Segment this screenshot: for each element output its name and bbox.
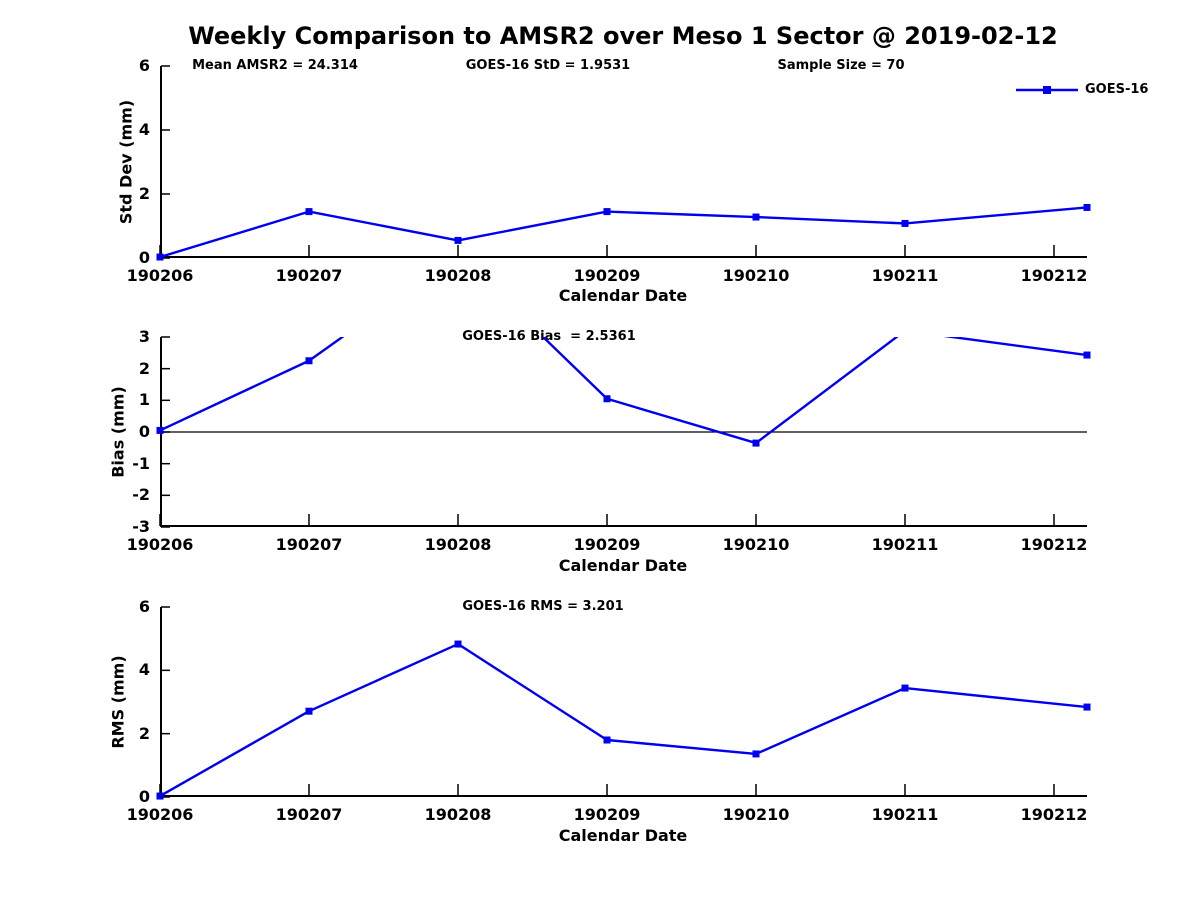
data-point-marker (305, 208, 313, 216)
y-tick-label: 4 (138, 660, 150, 680)
y-tick-label: 0 (138, 787, 150, 806)
x-axis-label-rms: Calendar Date (558, 826, 688, 845)
x-tick-label: 190209 (573, 805, 641, 824)
y-tick-label: -2 (132, 485, 150, 505)
x-tick-label: 190206 (126, 535, 194, 554)
annotation-mean-amsr2: Mean AMSR2 = 24.314 (192, 58, 358, 73)
x-tick-label: 190208 (424, 266, 492, 285)
x-tick-label: 190208 (424, 805, 492, 824)
y-tick-label: 2 (138, 184, 150, 203)
goes16-line (160, 642, 1088, 798)
plot-area (156, 65, 1091, 261)
data-point-marker (901, 684, 909, 692)
data-point-marker (603, 736, 611, 744)
data-point-marker (752, 750, 760, 758)
legend-label-goes16: GOES-16 (1085, 82, 1149, 97)
goes16-line (160, 206, 1088, 259)
figure-title: Weekly Comparison to AMSR2 over Meso 1 S… (188, 22, 1058, 50)
data-point-marker (156, 792, 164, 800)
y-tick-label: 2 (138, 358, 150, 378)
x-tick-label: 190212 (1020, 805, 1088, 824)
x-tick-label: 190210 (722, 266, 790, 285)
x-tick-label: 190210 (722, 805, 790, 824)
y-tick-label: 0 (138, 422, 150, 441)
data-point-marker (752, 213, 760, 221)
x-tick-label: 190208 (424, 535, 492, 554)
data-point-marker (603, 395, 611, 403)
data-point-marker (305, 357, 313, 365)
plot-area (156, 336, 1091, 528)
data-point-marker (1083, 703, 1091, 711)
y-axis-label-stddev: Std Dev (mm) (116, 99, 136, 225)
data-point-marker (901, 219, 909, 227)
data-point-marker (156, 253, 164, 261)
x-tick-label: 190206 (126, 805, 194, 824)
x-axis-label-stddev: Calendar Date (558, 286, 688, 305)
data-point-marker (305, 707, 313, 715)
annotation-goes16-std: GOES-16 StD = 1.9531 (465, 58, 631, 73)
data-point-marker (454, 236, 462, 244)
data-point-marker (1083, 203, 1091, 211)
data-point-marker (1083, 351, 1091, 359)
x-tick-label: 190210 (722, 535, 790, 554)
x-tick-label: 190209 (573, 266, 641, 285)
annotation-sample-size: Sample Size = 70 (777, 58, 905, 73)
x-axis-label-bias: Calendar Date (558, 556, 688, 575)
x-tick-label: 190211 (871, 535, 939, 554)
plot-area (156, 606, 1091, 800)
data-point-marker (156, 426, 164, 434)
legend: GOES-16 (1016, 82, 1148, 97)
y-tick-label: -3 (132, 517, 150, 536)
y-tick-label: 4 (138, 120, 150, 139)
y-tick-label: 6 (138, 56, 150, 75)
y-tick-label: -1 (132, 453, 150, 473)
annotation-goes16-rms: GOES-16 RMS = 3.201 (462, 599, 624, 614)
x-tick-label: 190207 (275, 805, 343, 824)
y-tick-label: 6 (138, 597, 150, 616)
x-tick-label: 190212 (1020, 266, 1088, 285)
x-tick-label: 190211 (871, 805, 939, 824)
x-tick-label: 190212 (1020, 535, 1088, 554)
data-point-marker (454, 640, 462, 648)
x-tick-label: 190211 (871, 266, 939, 285)
data-point-marker (752, 439, 760, 447)
y-tick-label: 3 (138, 327, 150, 346)
x-tick-label: 190206 (126, 266, 194, 285)
x-tick-label: 190207 (275, 266, 343, 285)
x-tick-label: 190209 (573, 535, 641, 554)
y-tick-label: 2 (138, 723, 150, 743)
x-tick-label: 190207 (275, 535, 343, 554)
y-tick-label: 1 (138, 390, 150, 410)
annotation-goes16-bias: GOES-16 Bias = 2.5361 (462, 329, 636, 344)
legend-line-sample-icon (1016, 85, 1078, 94)
y-tick-label: 0 (138, 248, 150, 267)
data-point-marker (603, 208, 611, 216)
